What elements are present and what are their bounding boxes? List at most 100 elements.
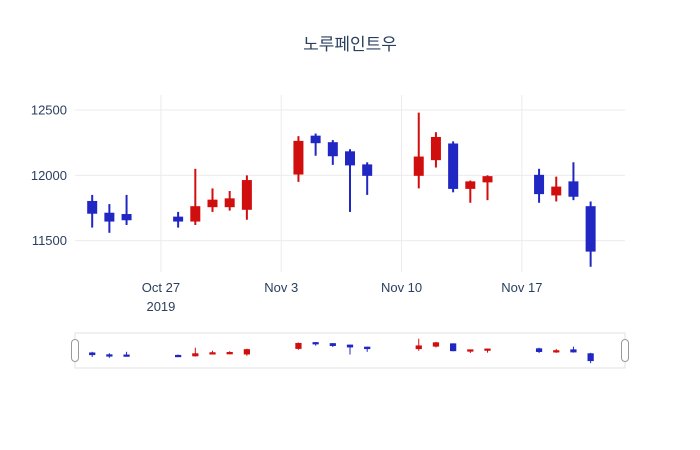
- candle-body: [346, 344, 354, 348]
- candle-body: [310, 135, 321, 144]
- candle-body: [192, 353, 199, 357]
- candle-body: [587, 353, 594, 362]
- candle-down: [534, 168, 545, 203]
- candle-body: [106, 354, 113, 357]
- candle-down: [89, 351, 96, 357]
- candle-body: [568, 181, 579, 197]
- candle-body: [345, 151, 355, 166]
- candle-up: [190, 168, 201, 225]
- candle-down: [173, 211, 184, 228]
- candle-down: [568, 162, 579, 201]
- candle-body: [415, 345, 422, 350]
- candle-down: [87, 194, 98, 228]
- candle-body: [241, 180, 252, 210]
- x-tick-sublabel: 2019: [146, 299, 175, 314]
- candle-body: [209, 352, 216, 355]
- candle-up: [467, 349, 474, 354]
- candle-body: [295, 342, 302, 349]
- candle-down: [535, 347, 543, 354]
- candle-down: [585, 201, 596, 267]
- candle-body: [362, 164, 373, 176]
- candle-body: [553, 350, 560, 353]
- candle-body: [551, 186, 562, 196]
- candle-body: [585, 206, 596, 252]
- candle-up: [295, 342, 302, 350]
- candle-up: [293, 136, 304, 182]
- candle-up: [553, 348, 560, 353]
- candle-up: [241, 175, 252, 220]
- candle-body: [467, 349, 474, 352]
- rangeslider-miniature: [89, 338, 594, 364]
- candle-down: [345, 149, 355, 212]
- y-tick-label: 12500: [31, 103, 67, 118]
- candle-body: [450, 343, 457, 352]
- candle-down: [310, 133, 321, 156]
- candle-body: [482, 176, 493, 183]
- candle-down: [329, 343, 336, 348]
- candle-down: [106, 353, 113, 358]
- candle-body: [327, 142, 338, 157]
- candle-up: [432, 341, 440, 348]
- x-tick-label: Oct 27: [142, 280, 180, 295]
- candle-up: [465, 180, 476, 203]
- candle-body: [465, 181, 476, 189]
- candle-body: [121, 214, 132, 221]
- candle-down: [448, 141, 459, 193]
- candle-down: [346, 344, 354, 355]
- candle-body: [243, 349, 250, 355]
- candle-up: [413, 112, 424, 189]
- candle-body: [432, 342, 440, 347]
- candle-up: [226, 351, 233, 355]
- candle-up: [243, 348, 250, 356]
- chart-title: 노루페인트우: [303, 35, 397, 54]
- candle-body: [123, 354, 130, 357]
- candle-body: [534, 174, 545, 195]
- candle-up: [209, 350, 216, 355]
- candle-body: [173, 216, 184, 222]
- x-tick-label: Nov 3: [264, 280, 298, 295]
- x-tick-label: Nov 17: [501, 280, 542, 295]
- candle-body: [175, 354, 182, 358]
- candle-up: [415, 338, 422, 351]
- rangeslider[interactable]: [71, 332, 629, 369]
- gridlines: [75, 95, 625, 272]
- candle-body: [430, 136, 441, 161]
- candle-body: [570, 349, 577, 353]
- candle-body: [312, 342, 319, 345]
- main-plot: [87, 112, 596, 267]
- y-tick-label: 11500: [32, 233, 67, 248]
- candle-down: [175, 354, 182, 358]
- candle-body: [226, 352, 233, 355]
- candle-down: [362, 162, 373, 195]
- candle-down: [570, 346, 577, 353]
- candle-down: [450, 343, 457, 352]
- candle-body: [89, 352, 96, 356]
- candle-body: [535, 348, 543, 352]
- candle-body: [293, 140, 304, 175]
- candle-down: [364, 346, 371, 352]
- axis-labels: 11500 12000 12500 Oct 27 2019 Nov 3 Nov 10 Nov …: [31, 103, 543, 314]
- candle-body: [329, 343, 336, 346]
- candle-up: [207, 188, 218, 212]
- candle-down: [327, 140, 338, 165]
- candle-down: [587, 352, 594, 364]
- y-tick-label: 12000: [31, 168, 67, 183]
- candle-down: [104, 204, 115, 233]
- candle-down: [123, 351, 130, 357]
- candle-body: [484, 348, 491, 351]
- candle-up: [224, 191, 235, 211]
- rangeslider-handle-right[interactable]: [621, 339, 629, 362]
- candle-body: [448, 143, 459, 189]
- candle-up: [430, 132, 441, 168]
- candle-up: [482, 175, 493, 201]
- rangeslider-handle-left[interactable]: [71, 339, 79, 362]
- candle-body: [207, 199, 218, 208]
- candle-up: [192, 347, 199, 357]
- candle-body: [224, 198, 235, 208]
- candle-body: [104, 212, 115, 222]
- candle-body: [364, 346, 371, 350]
- candle-body: [190, 206, 201, 222]
- candle-body: [87, 200, 98, 214]
